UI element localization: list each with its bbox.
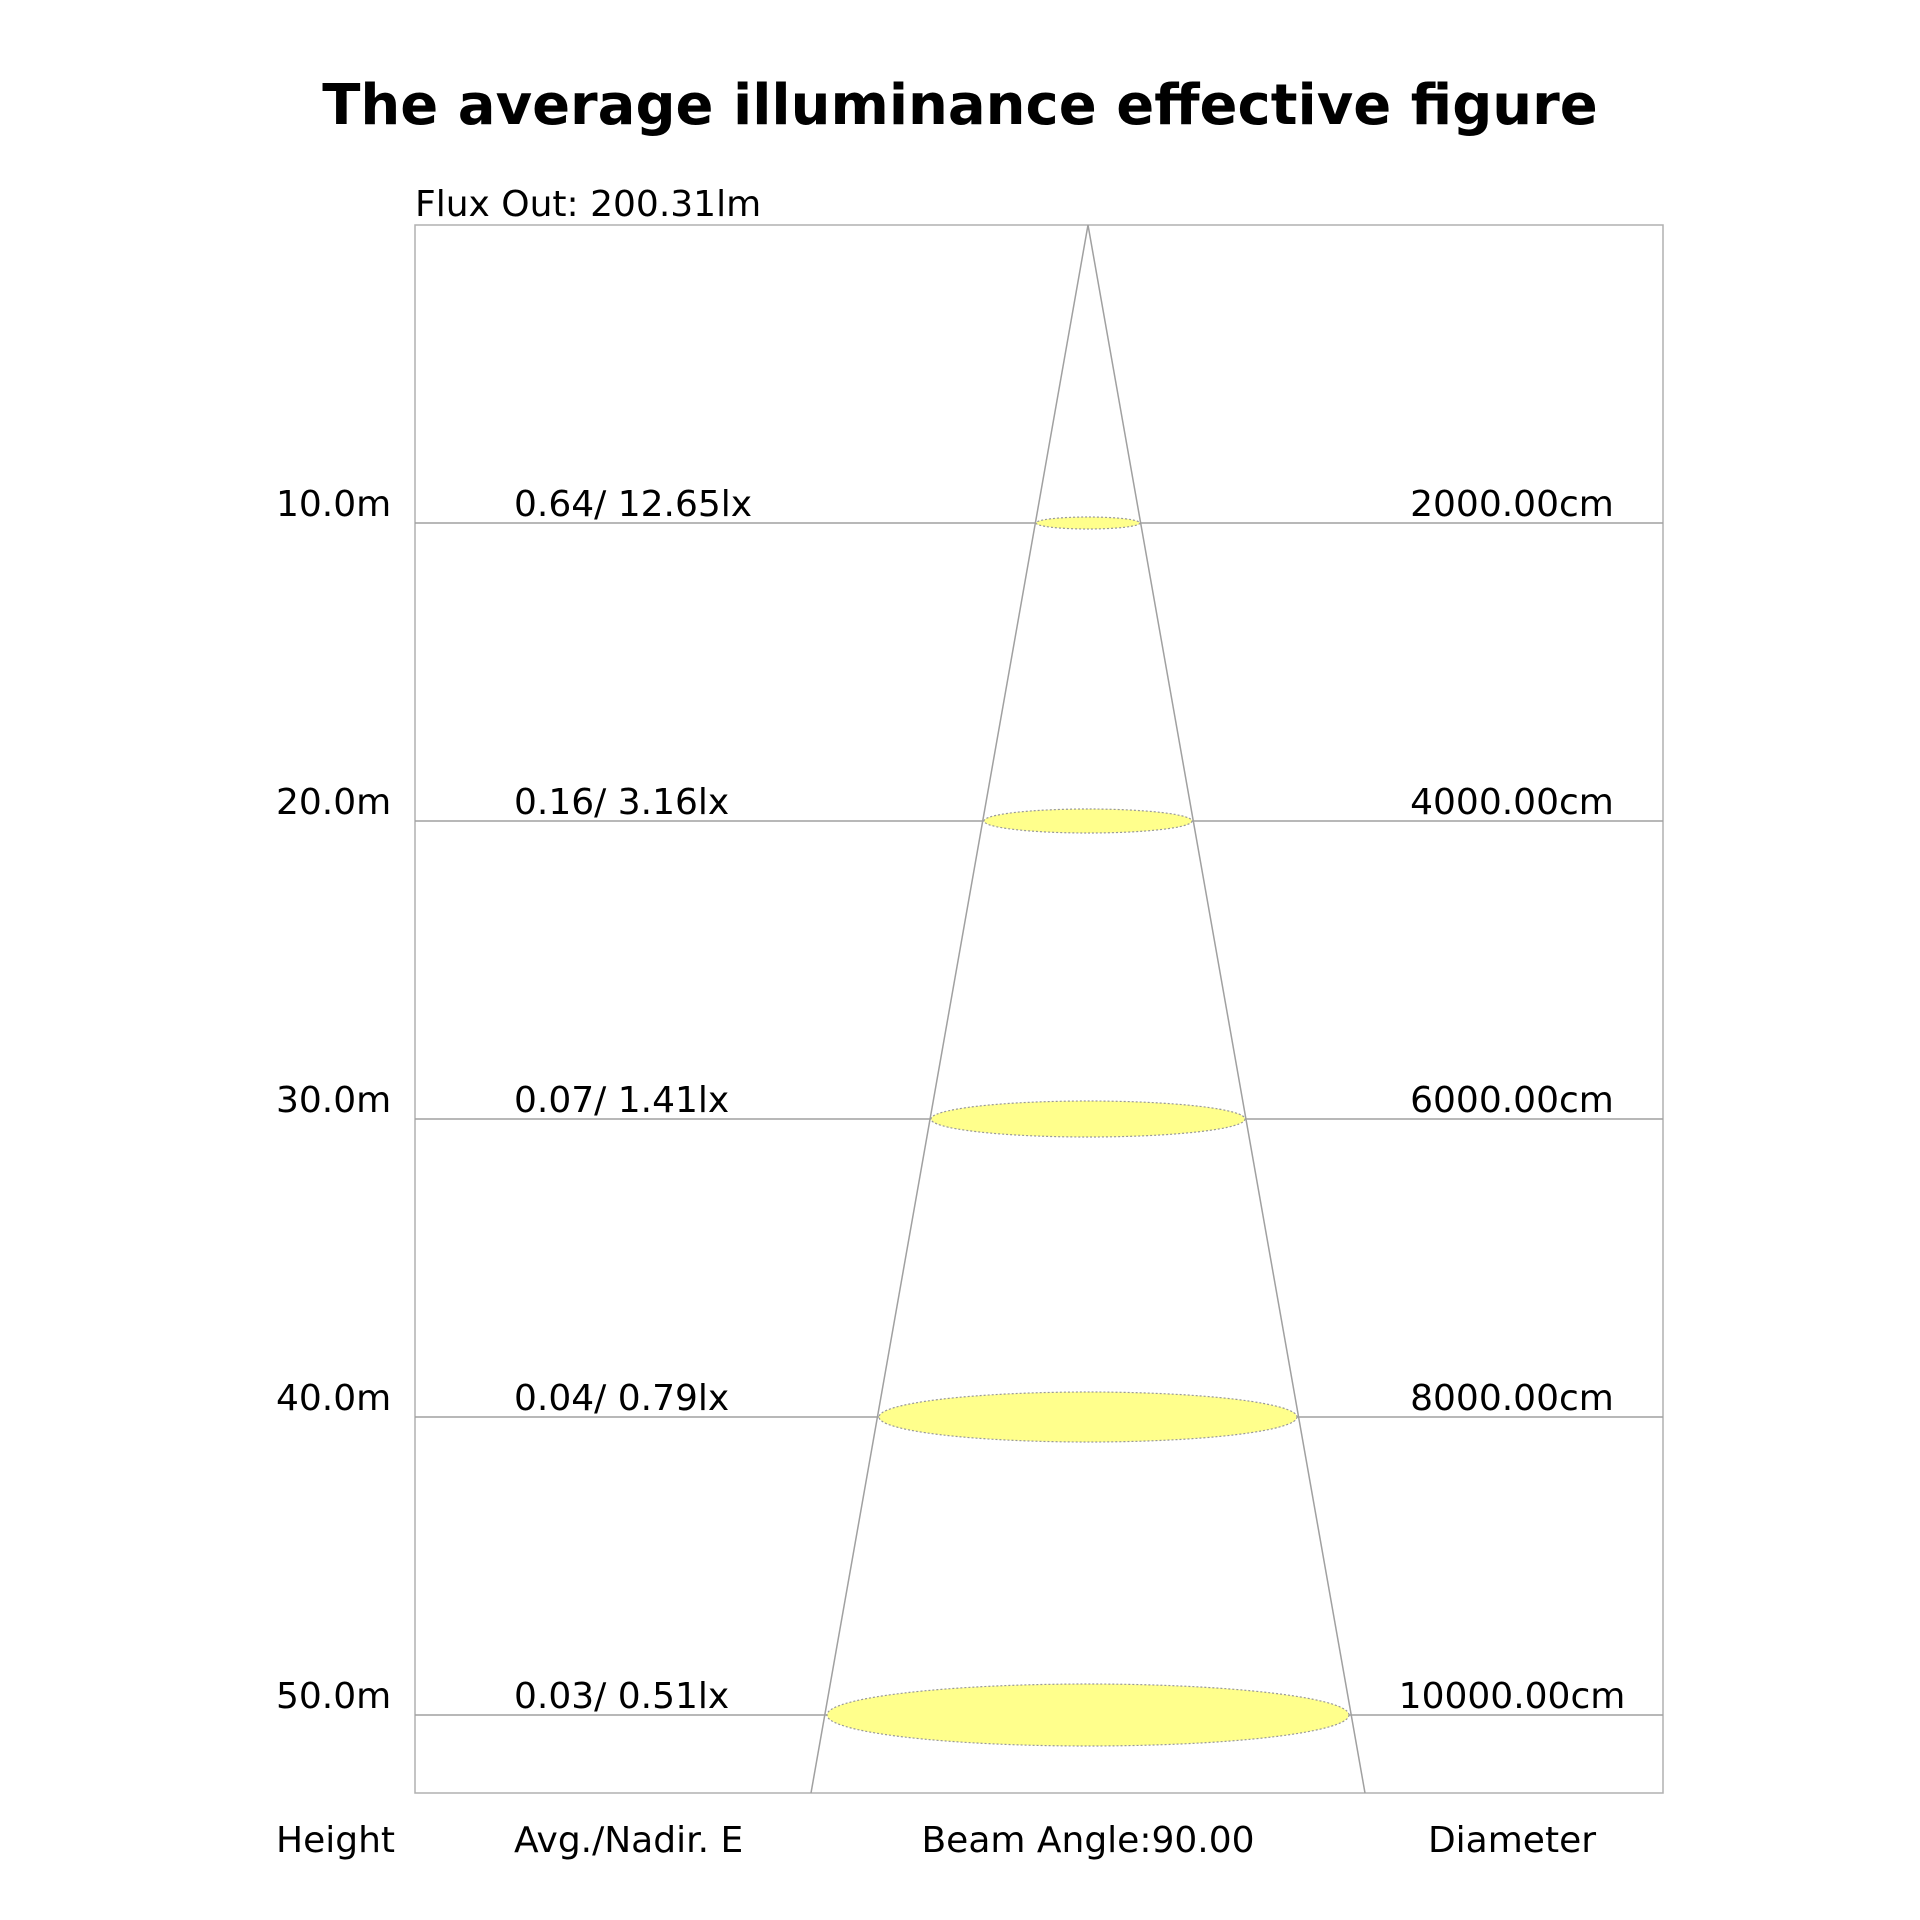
illuminance-label: 0.04/ 0.79lx: [514, 1378, 729, 1419]
light-spot: [930, 1100, 1246, 1138]
illuminance-label: 0.07/ 1.41lx: [514, 1080, 729, 1121]
diameter-label: 6000.00cm: [1410, 1080, 1614, 1121]
footer-height-label: Height: [276, 1820, 395, 1861]
light-spot: [878, 1391, 1298, 1443]
illuminance-label: 0.16/ 3.16lx: [514, 782, 729, 823]
light-spot: [1035, 516, 1141, 530]
footer-avg-nadir-label: Avg./Nadir. E: [514, 1820, 743, 1861]
beam-edge-right: [1087, 224, 1366, 1794]
diameter-label: 8000.00cm: [1410, 1378, 1614, 1419]
diameter-label: 2000.00cm: [1410, 484, 1614, 525]
illuminance-label: 0.03/ 0.51lx: [514, 1676, 729, 1717]
height-label: 10.0m: [276, 484, 391, 525]
illuminance-label: 0.64/ 12.65lx: [514, 484, 752, 525]
light-spot: [983, 808, 1193, 834]
height-label: 20.0m: [276, 782, 391, 823]
footer-diameter-label: Diameter: [1428, 1820, 1596, 1861]
plot-frame: [414, 224, 1664, 1794]
diameter-label: 10000.00cm: [1399, 1676, 1626, 1717]
flux-out-label: Flux Out: 200.31lm: [415, 184, 761, 225]
height-label: 40.0m: [276, 1378, 391, 1419]
height-label: 50.0m: [276, 1676, 391, 1717]
diameter-label: 4000.00cm: [1410, 782, 1614, 823]
footer-beam-angle-label: Beam Angle:90.00: [921, 1820, 1254, 1861]
beam-edge-left: [810, 224, 1089, 1794]
light-spot: [826, 1683, 1350, 1747]
height-label: 30.0m: [276, 1080, 391, 1121]
diagram-title: The average illuminance effective figure: [322, 73, 1598, 138]
